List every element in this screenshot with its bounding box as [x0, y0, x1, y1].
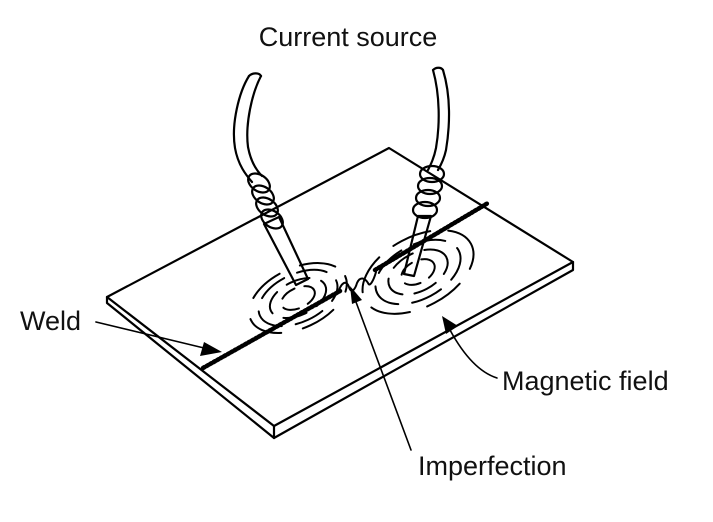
weld-leader: [96, 322, 222, 356]
magnetic-field-leader: [442, 316, 497, 378]
weld-bead: [203, 203, 488, 368]
magnetic-field-lines-right: [349, 213, 488, 331]
imperfection-crack: [338, 272, 376, 293]
current-source-label: Current source: [259, 22, 438, 52]
imperfection-label: Imperfection: [418, 451, 567, 481]
magnetic-field-lines-left: [238, 249, 358, 347]
left-probe: [234, 73, 308, 285]
weld-label: Weld: [20, 306, 81, 336]
imperfection-leader: [350, 286, 411, 450]
magnetic-field-label: Magnetic field: [502, 366, 669, 396]
